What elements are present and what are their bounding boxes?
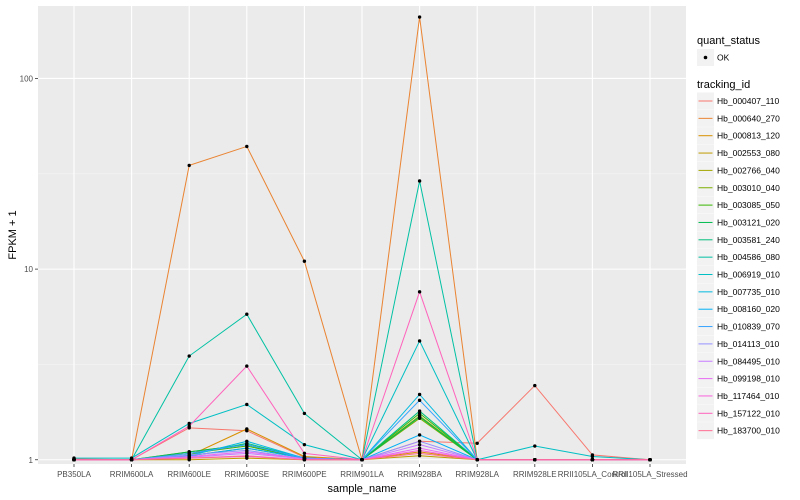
x-tick-label: RRIM600PE [282,470,326,479]
data-points [72,15,652,462]
data-point [245,144,249,149]
data-point [417,398,422,403]
data-point [245,442,249,447]
data-point [245,312,249,316]
data-point [533,458,537,462]
data-point [417,451,422,456]
data-point [245,364,249,368]
data-point [417,415,422,419]
y-tick-label: 10 [24,265,33,274]
legend-item-label: Hb_014113_010 [717,339,780,349]
data-point [187,421,191,426]
legend-item-label: Hb_010839_070 [717,322,780,332]
data-point [533,444,537,448]
legend-item-label: Hb_000813_120 [717,131,780,141]
data-point [187,354,191,358]
y-tick-label: 1 [29,456,34,465]
x-tick-label: RRII105LA_Control [558,470,628,479]
x-axis-title: sample_name [327,483,396,495]
legend-item-label: Hb_008160_020 [717,304,780,314]
data-point [417,409,422,413]
data-point [245,450,249,454]
legend-item-label: Hb_007735_010 [717,287,780,297]
data-point [590,454,595,459]
legend-quant-status: quant_status OK [697,35,760,66]
data-point [533,383,537,388]
data-point [417,179,422,183]
legend-item-label: Hb_003010_040 [717,183,780,193]
data-point [417,15,422,19]
legend-status-label: OK [717,53,730,63]
x-tick-label: RRIM928LE [513,470,557,479]
legend-status-symbol [703,55,708,60]
data-point [302,259,307,263]
data-point [360,458,364,462]
legend-item-label: Hb_084495_010 [717,356,780,366]
data-point [302,411,307,416]
legend-item-label: Hb_000407_110 [717,96,780,106]
data-point [475,441,479,445]
legend-tracking-title: tracking_id [697,79,750,91]
data-point [245,454,249,459]
data-point [187,424,191,428]
legend-item-label: Hb_117464_010 [717,391,780,401]
x-tick-label: RRII105LA_Stressed [612,470,687,479]
data-point [302,442,307,447]
y-axis-title: FPKM + 1 [7,210,19,259]
data-point [417,433,422,437]
x-tick-label: RRIM901LA [340,470,384,479]
data-point [417,442,422,447]
legend-tracking-id: tracking_id Hb_000407_110 Hb_000640_270 Hb… [697,79,780,440]
y-tick-label: 100 [20,74,34,83]
x-tick-label: RRIM928BA [397,470,442,479]
legend-status-title: quant_status [697,35,760,47]
data-point [302,458,307,462]
x-tick-label: RRIM928LA [455,470,499,479]
data-point [245,439,249,443]
data-point [129,458,134,462]
data-point [417,411,422,416]
legend-item-label: Hb_000640_270 [717,113,780,123]
data-point [245,427,249,431]
data-point [417,339,422,343]
legend-item-label: Hb_003085_050 [717,200,780,210]
data-point [417,448,422,453]
legend-item-label: Hb_183700_010 [717,426,780,436]
legend-item-label: Hb_004586_080 [717,252,780,262]
data-point [187,163,191,168]
legend-item-label: Hb_002766_040 [717,165,780,175]
data-point [475,458,479,462]
data-point [417,290,422,294]
data-point [245,402,249,407]
legend-item-label: Hb_099198_010 [717,374,780,384]
data-point [417,439,422,443]
x-tick-label: RRIM600LA [110,470,154,479]
data-point [417,454,422,458]
y-axis-ticks: 1 10 100 [20,74,38,465]
legend-item-label: Hb_157122_010 [717,408,780,418]
data-point [302,451,307,456]
data-point [187,456,191,460]
x-tick-label: RRIM600SE [225,470,269,479]
x-tick-label: PB350LA [57,470,91,479]
data-point [417,392,422,397]
data-point [72,458,76,462]
x-tick-label: RRIM600LE [167,470,211,479]
x-axis-ticks: PB350LA RRIM600LA RRIM600LE RRIM600SE RRIM60… [57,464,688,479]
legend-item-label: Hb_006919_010 [717,270,780,280]
data-point [648,458,652,462]
legend-item-label: Hb_002553_080 [717,148,780,158]
legend-item-label: Hb_003581_240 [717,235,780,245]
data-point [590,458,595,462]
legend-item-label: Hb_003121_020 [717,217,780,227]
